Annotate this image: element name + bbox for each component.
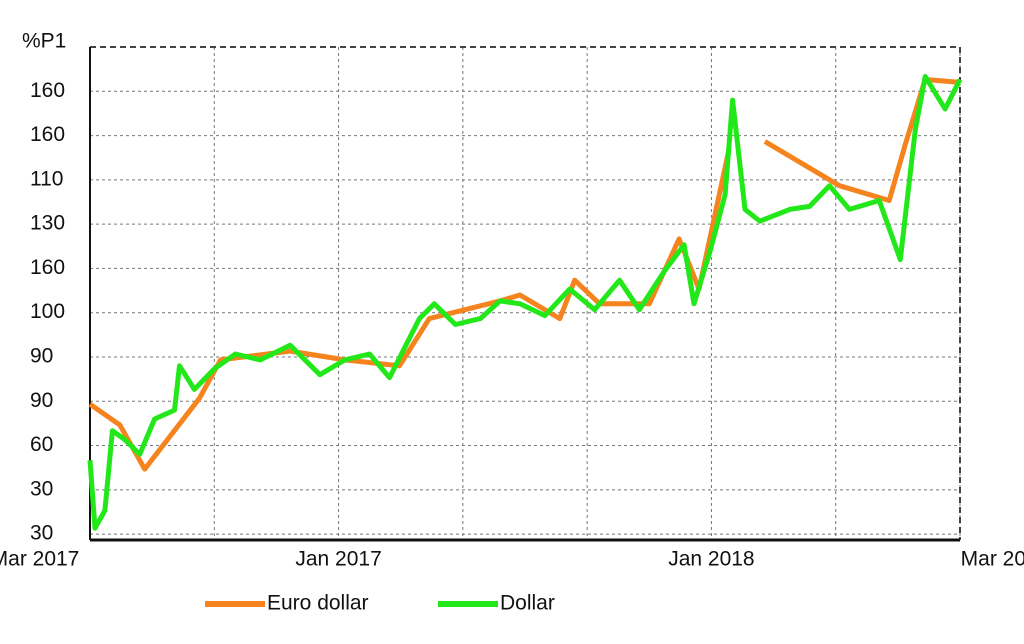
y-tick-label: 110 (30, 167, 63, 190)
series-line (88, 77, 961, 472)
y-tick-label: 30 (30, 522, 53, 545)
y-tick-label: 90 (30, 345, 53, 368)
y-tick-label: 100 (30, 300, 65, 323)
y-axis-title: %P1 (22, 30, 66, 53)
y-tick-label: 160 (30, 256, 65, 279)
legend-label: Dollar (500, 592, 555, 615)
x-tick-label: Mar 2017 (0, 548, 79, 571)
y-tick-label: 160 (30, 79, 65, 102)
y-tick-label: 160 (30, 123, 65, 146)
y-tick-label: 30 (30, 477, 53, 500)
x-tick-label: Jan 2017 (295, 548, 381, 571)
x-tick-label: Mar 2018 (961, 548, 1024, 571)
y-tick-label: 130 (30, 212, 65, 235)
y-tick-label: 60 (30, 433, 53, 456)
y-tick-label: 90 (30, 389, 53, 412)
series-line (87, 74, 963, 531)
x-tick-label: Jan 2018 (668, 548, 754, 571)
legend-label: Euro dollar (267, 592, 369, 615)
